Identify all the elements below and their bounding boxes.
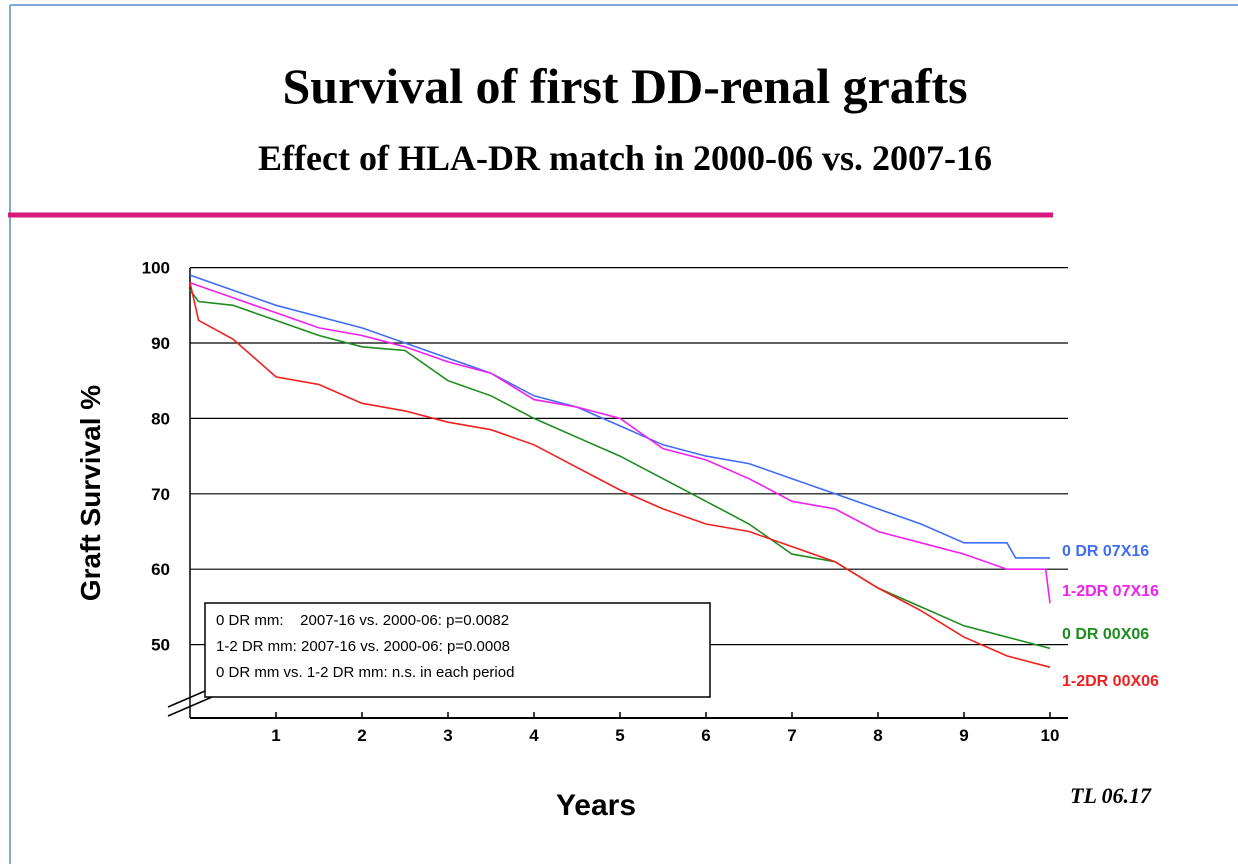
survival-line — [189, 282, 1051, 668]
annotation: 0 DR mm vs. 1-2 DR mm: n.s. in each peri… — [216, 664, 514, 681]
footnote: TL 06.17 — [1070, 783, 1152, 808]
y-axis-label: Graft Survival % — [75, 385, 106, 601]
x-tick-label: 10 — [1041, 726, 1060, 745]
survival-line — [189, 281, 1051, 604]
x-tick-label: 3 — [443, 726, 452, 745]
chart-title: Survival of first DD-renal grafts — [282, 58, 967, 114]
chart-subtitle: Effect of HLA-DR match in 2000-06 vs. 20… — [258, 138, 992, 178]
y-tick-label: 70 — [151, 485, 170, 504]
x-tick-label: 4 — [529, 726, 539, 745]
series-label: 0 DR 00X06 — [1062, 626, 1149, 643]
annotation: 0 DR mm: 2007-16 vs. 2000-06: p=0.0082 — [216, 612, 509, 629]
x-tick-label: 5 — [615, 726, 624, 745]
annotation: 1-2 DR mm: 2007-16 vs. 2000-06: p=0.0008 — [216, 638, 510, 655]
x-tick-label: 9 — [959, 726, 968, 745]
x-tick-label: 6 — [701, 726, 710, 745]
x-tick-label: 1 — [271, 726, 280, 745]
y-tick-label: 100 — [142, 259, 170, 278]
x-tick-label: 2 — [357, 726, 366, 745]
annotation-box — [204, 602, 711, 698]
series-label: 1-2DR 00X06 — [1062, 673, 1159, 690]
plot: 50 60 70 80 90 100 1 2 3 4 5 6 7 8 9 10 0 DR 07X16 1-2DR … — [142, 259, 1159, 745]
y-tick-label: 60 — [151, 560, 170, 579]
series-label: 1-2DR 07X16 — [1062, 583, 1159, 600]
x-tick-label: 8 — [873, 726, 882, 745]
survival-line — [189, 274, 1050, 559]
y-tick-label: 50 — [151, 636, 170, 655]
y-tick-label: 80 — [151, 409, 170, 428]
y-tick-label: 90 — [151, 334, 170, 353]
survival-line — [189, 289, 1051, 650]
axis-break — [167, 696, 213, 717]
x-tick-label: 7 — [787, 726, 796, 745]
x-axis-label: Years — [556, 789, 636, 822]
series-label: 0 DR 07X16 — [1062, 543, 1149, 560]
